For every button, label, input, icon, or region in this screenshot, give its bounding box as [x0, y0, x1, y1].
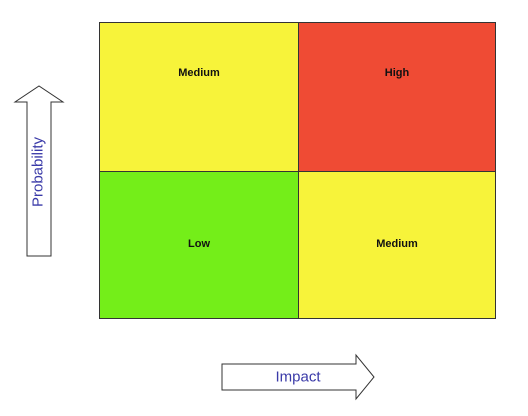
cell-high-top-right: High	[299, 23, 495, 172]
cell-label: Medium	[178, 67, 220, 79]
cell-label: High	[384, 67, 410, 79]
cell-low-bottom-left: Low	[100, 172, 299, 318]
impact-axis-label: Impact	[275, 368, 321, 386]
impact-arrow-icon	[221, 353, 375, 401]
cell-medium-bottom-right: Medium	[299, 172, 495, 318]
probability-axis-label: Probability	[29, 136, 47, 208]
cell-medium-top-left: Medium	[100, 23, 299, 172]
probability-arrow-icon	[13, 85, 65, 257]
cell-label: Low	[188, 238, 210, 250]
risk-matrix: Medium High Low Medium	[99, 22, 496, 319]
cell-label: Medium	[376, 238, 418, 250]
